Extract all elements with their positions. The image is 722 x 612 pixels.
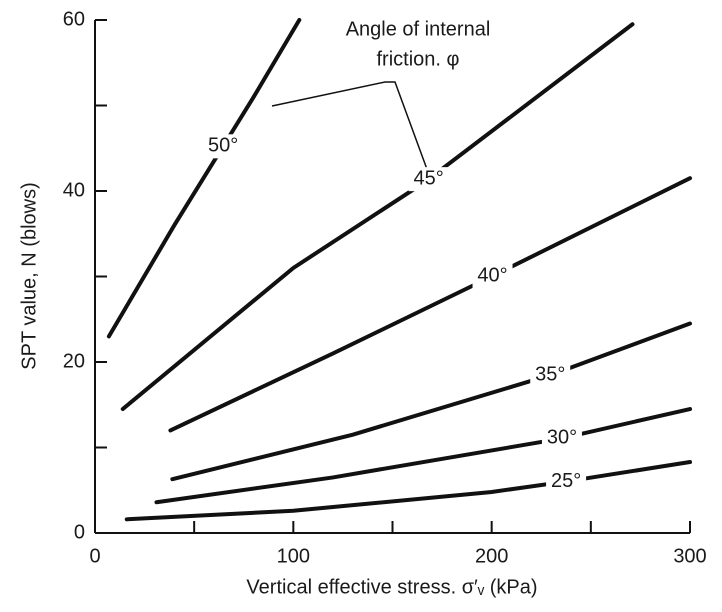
series-line [106, 18, 302, 339]
series-line [154, 407, 692, 505]
x-tick-label: 0 [89, 545, 100, 567]
leader-line [271, 81, 429, 173]
series-label: 45° [413, 167, 443, 189]
y-tick-label: 60 [63, 8, 85, 30]
x-tick-label: 100 [277, 545, 310, 567]
label-bg [472, 264, 513, 289]
y-tick-label: 0 [74, 521, 85, 543]
x-tick-label: 300 [673, 545, 706, 567]
label-bg [408, 167, 449, 192]
series-label: 25° [551, 470, 581, 492]
series-label: 40° [477, 264, 507, 286]
label-bg [541, 426, 582, 451]
label-bg [203, 134, 244, 159]
y-tick-label: 40 [63, 179, 85, 201]
series-line [170, 321, 692, 482]
y-axis-label: SPT value, N (blows) [18, 182, 40, 369]
label-bg [530, 363, 571, 388]
series-label: 30° [547, 427, 577, 449]
x-axis-label: Vertical effective stress. σ′ᵥ (kPa) [246, 576, 537, 598]
y-tick-label: 20 [63, 350, 85, 372]
x-tick-label: 200 [475, 545, 508, 567]
label-bg [546, 469, 587, 494]
series-line [168, 176, 692, 433]
series-line [124, 460, 692, 522]
annotation: Angle of internal [346, 18, 491, 40]
series-label: 35° [535, 363, 565, 385]
series-label: 50° [208, 135, 238, 157]
annotation: friction. φ [377, 48, 460, 70]
series-line [120, 22, 635, 412]
